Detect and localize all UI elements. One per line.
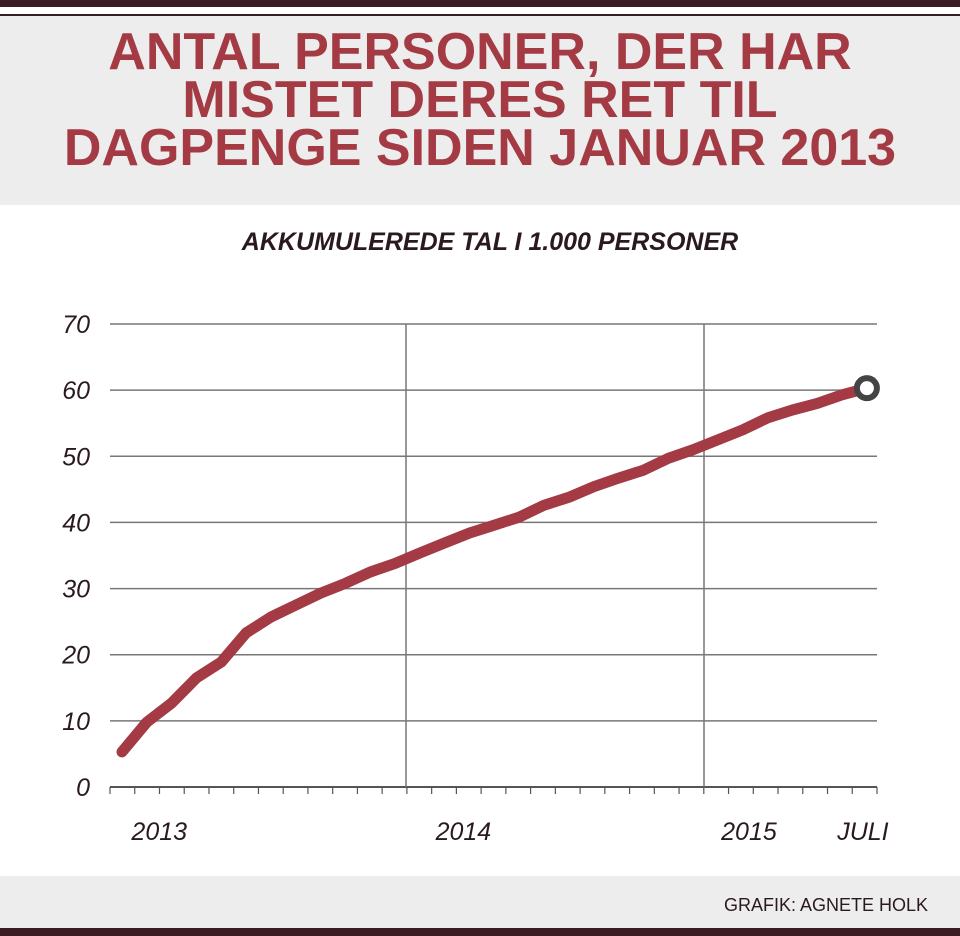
y-tick-label: 40 bbox=[62, 509, 90, 537]
title-line-2: MISTET DERES RET TIL bbox=[182, 71, 778, 129]
y-tick-label: 50 bbox=[62, 443, 90, 471]
bottom-border bbox=[0, 928, 960, 936]
chart-title: ANTAL PERSONER, DER HAR MISTET DERES RET… bbox=[0, 23, 960, 177]
y-tick-label: 70 bbox=[62, 311, 90, 339]
y-tick-label: 0 bbox=[76, 774, 90, 802]
title-line-1: ANTAL PERSONER, DER HAR bbox=[108, 23, 852, 81]
chart-subtitle: AKKUMULEREDE TAL I 1.000 PERSONER bbox=[241, 228, 739, 256]
top-border bbox=[0, 0, 960, 7]
endpoint-marker bbox=[853, 375, 880, 402]
y-tick-label: 20 bbox=[61, 642, 90, 670]
x-tick-label: 2014 bbox=[435, 818, 492, 846]
y-tick-label: 60 bbox=[62, 377, 90, 405]
title-line-3: DAGPENGE SIDEN JANUAR 2013 bbox=[63, 119, 897, 177]
title-band bbox=[0, 16, 960, 205]
x-tick-label: JULI bbox=[836, 818, 888, 846]
series-line bbox=[116, 382, 873, 758]
graphic-credit: GRAFIK: AGNETE HOLK bbox=[723, 895, 928, 915]
y-tick-label: 30 bbox=[62, 576, 90, 604]
top-rule bbox=[0, 14, 960, 16]
x-tick-label: 2013 bbox=[130, 818, 187, 846]
footer-band bbox=[0, 876, 960, 928]
x-tick-label: 2015 bbox=[720, 818, 777, 846]
y-tick-label: 10 bbox=[62, 708, 90, 736]
